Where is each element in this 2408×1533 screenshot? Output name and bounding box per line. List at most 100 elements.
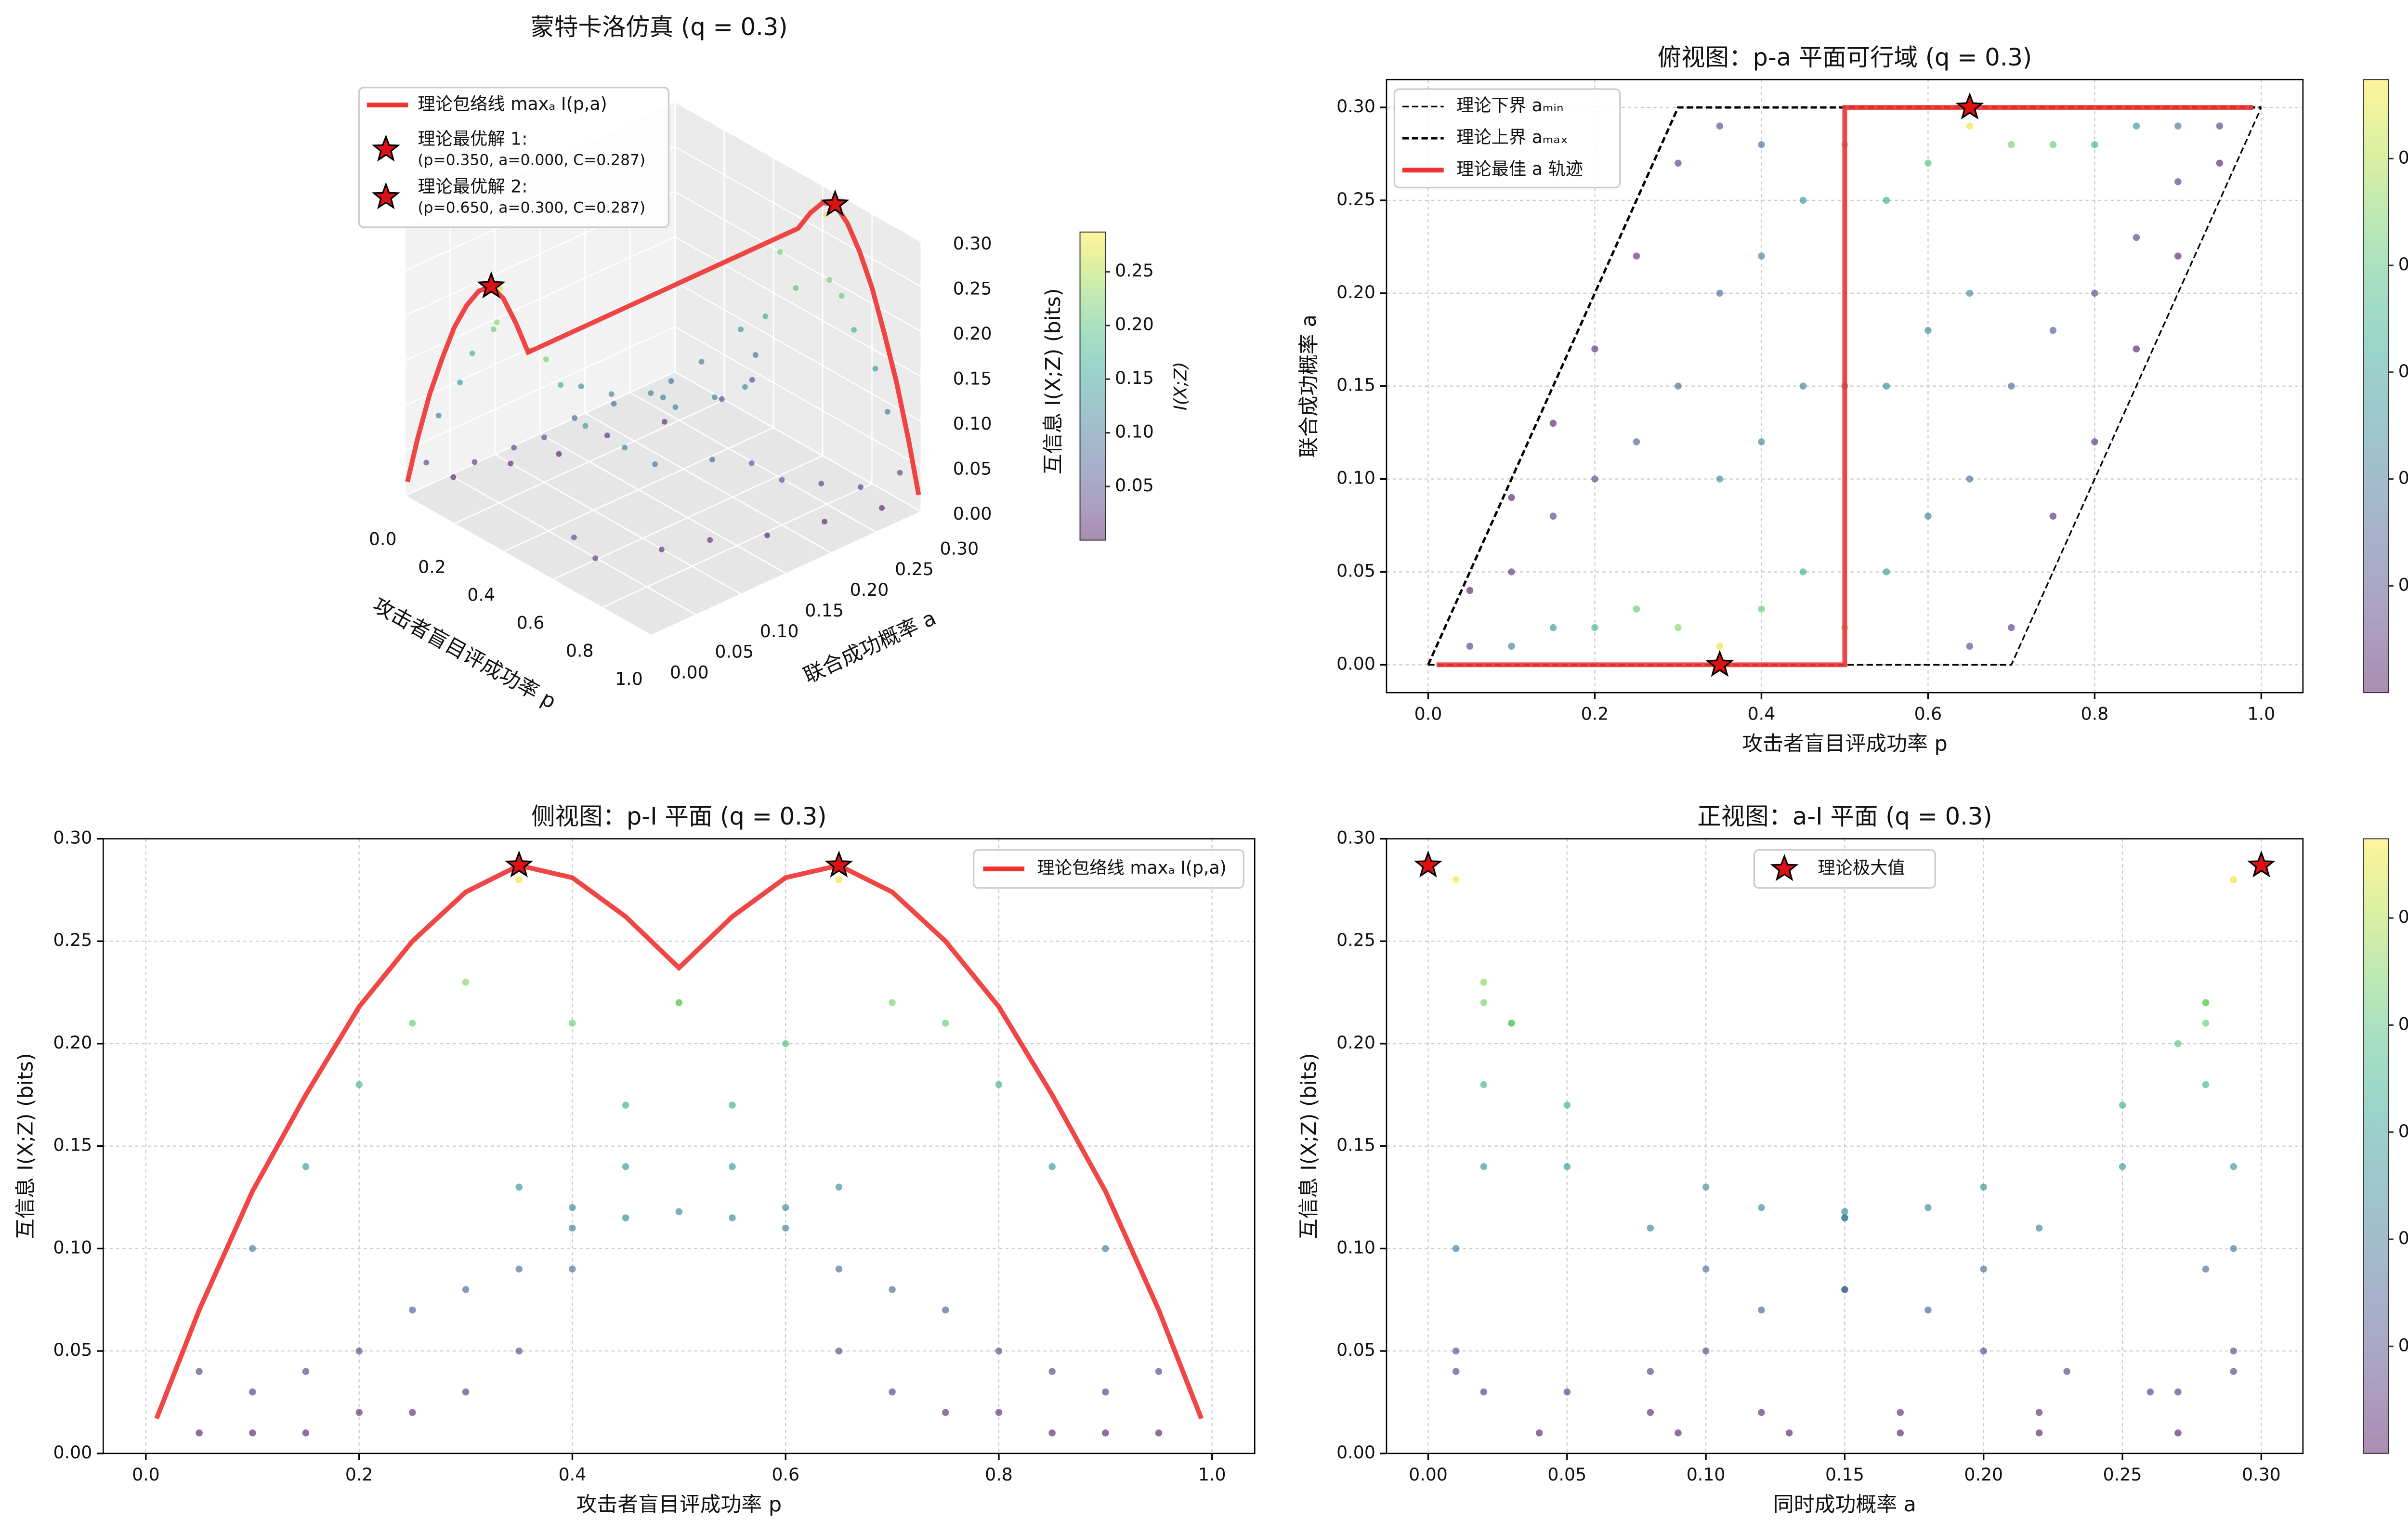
sample-point — [302, 1368, 310, 1375]
envelope-line — [1436, 105, 2253, 668]
legend-star — [371, 134, 400, 162]
sample-point — [2202, 999, 2210, 1007]
sample-point — [835, 1347, 843, 1355]
sample-point — [1480, 979, 1488, 986]
sample-point — [2216, 122, 2224, 130]
sample-point — [2202, 1020, 2210, 1027]
legend-box — [358, 87, 670, 228]
colorbar — [2363, 79, 2389, 694]
chart-title: 蒙特卡洛仿真 (q = 0.3) — [531, 13, 788, 41]
sample-point — [249, 1429, 256, 1437]
sample-point — [2119, 1101, 2126, 1109]
legend-box — [1753, 849, 1937, 889]
sample-point — [762, 313, 769, 319]
sample-point — [648, 390, 654, 396]
grid-line — [674, 281, 922, 422]
sample-point — [709, 457, 716, 463]
optimum-star — [821, 189, 850, 217]
sample-point — [1549, 624, 1557, 631]
legend-label: 理论极大值 — [1818, 857, 1905, 878]
colorbar-tick-label: 0.05 — [2398, 574, 2408, 595]
x-tick-label: 0.8 — [566, 641, 594, 661]
sample-point — [857, 484, 864, 490]
sample-point — [707, 537, 713, 543]
sample-point — [622, 1101, 629, 1109]
colorbar-tick-label: 0.10 — [1115, 421, 1154, 442]
colorbar-tick-label: 0.25 — [1115, 260, 1154, 281]
sample-point — [782, 1204, 789, 1211]
sample-point — [508, 460, 514, 467]
sample-point — [1591, 475, 1598, 483]
sample-point — [1508, 568, 1515, 576]
optimum-star — [1705, 650, 1734, 677]
sample-point — [1452, 1368, 1460, 1375]
sample-point — [822, 519, 828, 525]
sample-point — [1633, 605, 1640, 613]
legend-detail: (p=0.350, a=0.000, C=0.287) — [418, 151, 645, 169]
y-tick-label: 0.30 — [940, 538, 979, 559]
sample-point — [835, 876, 843, 883]
sample-point — [2202, 1265, 2210, 1273]
sample-point — [2063, 1368, 2070, 1375]
sample-point — [2174, 252, 2182, 260]
sample-point — [1102, 1388, 1109, 1396]
sample-point — [2049, 141, 2057, 148]
sample-point — [2230, 1347, 2237, 1355]
sample-point — [1799, 568, 1807, 576]
sample-point — [2008, 141, 2015, 148]
optimum-star — [2247, 850, 2276, 878]
sample-point — [469, 350, 475, 356]
sample-point — [2091, 438, 2098, 445]
sample-point — [1966, 289, 1974, 297]
sample-point — [1841, 1286, 1848, 1293]
sample-point — [1549, 419, 1557, 427]
x-axis-label: 同时成功概率 a — [1773, 1493, 1916, 1517]
optimum-star — [1955, 92, 1984, 120]
grid-line — [674, 146, 922, 288]
plot-frame — [103, 838, 1256, 1454]
sample-point — [738, 326, 744, 332]
x-tick-label: 0.05 — [1547, 1464, 1586, 1485]
y-axis-label: 联合成功概率 a — [1297, 314, 1321, 458]
y-axis-label: 互信息 I(X;Z) (bits) — [14, 1053, 38, 1239]
sample-point — [2146, 1388, 2154, 1396]
sample-point — [889, 999, 896, 1007]
y-tick-label: 0.15 — [1336, 1135, 1375, 1155]
sample-point — [2230, 876, 2237, 883]
sample-point — [2202, 1081, 2210, 1088]
grid-line — [495, 454, 742, 595]
sample-point — [2133, 122, 2140, 130]
sample-point — [1883, 197, 1890, 204]
colorbar — [1079, 231, 1106, 541]
sample-point — [2174, 1040, 2182, 1048]
sample-point — [2035, 1409, 2043, 1416]
y-tick-label: 0.20 — [1336, 282, 1375, 302]
sample-point — [1702, 1183, 1710, 1191]
sample-point — [1924, 1204, 1932, 1211]
sample-point — [462, 1286, 470, 1293]
colorbar-tick-label: 0.15 — [2398, 1121, 2408, 1141]
sample-point — [698, 359, 705, 365]
sample-point — [556, 451, 562, 457]
sample-point — [471, 459, 478, 465]
sample-point — [409, 1020, 416, 1027]
sample-point — [462, 979, 470, 986]
plot-frame — [1386, 79, 2304, 694]
legend-label: 理论包络线 maxₐ I(p,a) — [418, 93, 607, 114]
x-tick-label: 0.15 — [1825, 1464, 1864, 1485]
legend-star — [1770, 854, 1799, 881]
y-tick-label: 0.00 — [670, 662, 709, 683]
y-tick-label: 0.00 — [1336, 653, 1375, 674]
colorbar-tick-label: 0.20 — [1115, 314, 1154, 335]
sample-point — [569, 1020, 576, 1027]
sample-point — [2174, 1429, 2182, 1437]
plot-frame — [1386, 838, 2304, 1454]
sample-point — [1841, 1214, 1848, 1221]
y-tick-label: 0.15 — [1336, 375, 1375, 395]
sample-point — [515, 1183, 523, 1191]
x-tick-label: 1.0 — [615, 668, 643, 689]
sample-point — [1633, 252, 1640, 260]
sample-point — [249, 1388, 256, 1396]
sample-point — [889, 1388, 896, 1396]
legend-label: 理论最优解 1: — [418, 129, 527, 149]
